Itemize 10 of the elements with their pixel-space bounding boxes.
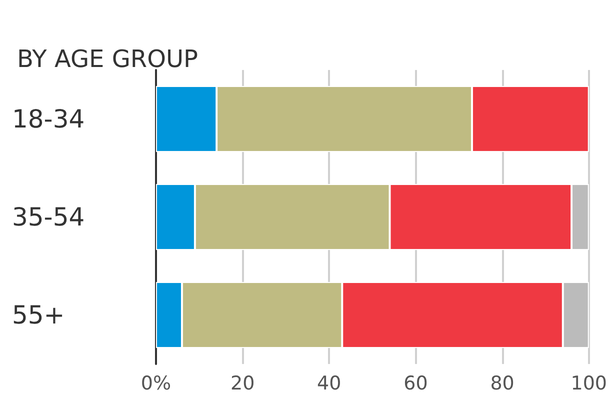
x-tick-label: 60: [404, 372, 428, 394]
y-tick-label: 35-54: [12, 202, 85, 232]
x-tick-label: 0%: [140, 372, 172, 394]
x-tick-label: 20: [230, 372, 255, 394]
y-tick-label: 18-34: [12, 104, 85, 134]
y-tick-label: 55+: [12, 300, 65, 330]
chart-title: BY AGE GROUP: [17, 45, 198, 73]
x-tick-label: 80: [490, 372, 514, 394]
x-tick-label: 100: [570, 372, 607, 394]
x-tick-label: 40: [317, 372, 342, 394]
